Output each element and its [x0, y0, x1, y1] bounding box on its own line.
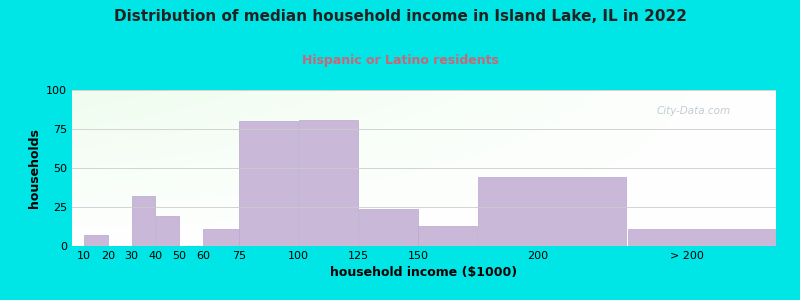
- Bar: [358, 208, 418, 246]
- Bar: [418, 226, 478, 246]
- Bar: [239, 121, 298, 246]
- Text: Distribution of median household income in Island Lake, IL in 2022: Distribution of median household income …: [114, 9, 686, 24]
- Text: City-Data.com: City-Data.com: [656, 106, 730, 116]
- Text: Hispanic or Latino residents: Hispanic or Latino residents: [302, 54, 498, 67]
- Bar: [84, 235, 108, 246]
- Bar: [627, 229, 775, 246]
- Bar: [132, 196, 155, 246]
- Bar: [203, 229, 239, 246]
- Bar: [156, 216, 179, 246]
- Bar: [299, 120, 358, 246]
- Y-axis label: households: households: [27, 128, 41, 208]
- Bar: [478, 177, 626, 246]
- X-axis label: household income ($1000): household income ($1000): [330, 266, 518, 279]
